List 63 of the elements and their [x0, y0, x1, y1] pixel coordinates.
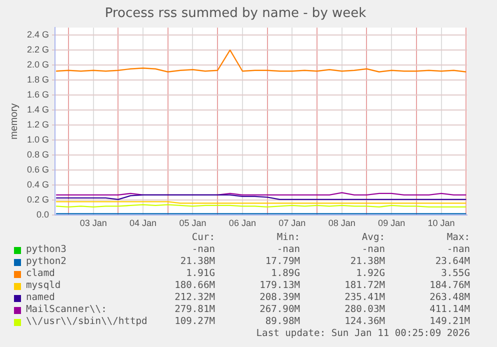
- text: 17.79M: [265, 256, 300, 268]
- y-tick-label: 0.4 G: [26, 180, 50, 190]
- legend-label: python2: [26, 256, 66, 268]
- x-tick-label: 06 Jan: [228, 218, 256, 228]
- text: 23.64M: [435, 256, 470, 268]
- text: 267.90M: [260, 304, 300, 316]
- text: -nan: [362, 244, 385, 256]
- y-tick-label: 2.2 G: [26, 44, 50, 55]
- text: 124.36M: [344, 316, 385, 328]
- text: -nan: [276, 244, 300, 256]
- x-tick-label: 07 Jan: [278, 218, 306, 228]
- y-tick-label: 0.2 G: [26, 194, 50, 205]
- text: Min:: [276, 232, 300, 244]
- text: 21.38M: [180, 256, 215, 268]
- y-tick-label: 1.4 G: [26, 104, 50, 115]
- text: 212.32M: [174, 292, 215, 304]
- legend-label: mysqld: [26, 280, 61, 292]
- text: 1.92G: [356, 268, 385, 280]
- text: 1.89G: [271, 268, 300, 280]
- text: 263.48M: [430, 292, 470, 304]
- text: 184.76M: [430, 280, 470, 292]
- text: 1.91G: [186, 268, 215, 280]
- text: 180.66M: [174, 280, 215, 292]
- y-tick-label: 0.6 G: [26, 164, 50, 175]
- text: Avg:: [362, 232, 385, 244]
- text: 109.27M: [174, 316, 215, 328]
- text: 149.21M: [430, 316, 470, 328]
- x-tick-label: 03 Jan: [80, 218, 107, 228]
- text: 280.03M: [344, 304, 385, 316]
- y-tick-label: 0.8 G: [26, 150, 50, 160]
- text: 3.55G: [441, 268, 470, 280]
- text: Last update: Sun Jan 11 00:25:09 2026: [256, 328, 470, 340]
- text: 235.41M: [344, 292, 385, 304]
- text: -nan: [446, 244, 470, 256]
- text: 21.38M: [350, 256, 385, 268]
- legend-label: python3: [26, 244, 66, 256]
- text: 208.39M: [260, 292, 300, 304]
- text: Cur:: [192, 232, 215, 244]
- y-tick-label: 2.0 G: [26, 60, 50, 70]
- x-tick-label: 05 Jan: [179, 218, 206, 228]
- y-tick-label: 1.0 G: [26, 134, 50, 145]
- y-tick-label: 1.2 G: [26, 120, 50, 130]
- y-tick-label: 0.0: [36, 210, 50, 220]
- x-tick-label: 04 Jan: [130, 218, 157, 228]
- legend-label: named: [26, 292, 55, 304]
- text: Max:: [446, 232, 470, 244]
- y-axis-title: memory: [8, 103, 20, 140]
- text: 279.81M: [174, 304, 215, 316]
- chart-title: Process rss summed by name - by week: [104, 6, 367, 22]
- y-tick-label: 1.6 G: [26, 90, 50, 100]
- text: -nan: [192, 244, 215, 256]
- x-tick-label: 10 Jan: [428, 218, 455, 228]
- legend-label: clamd: [26, 268, 55, 280]
- x-tick-label: 09 Jan: [378, 218, 406, 228]
- legend-label: \\/usr\\/sbin\\/httpd: [26, 316, 148, 328]
- legend-label: MailScanner\\:: [26, 304, 107, 316]
- text: 181.72M: [344, 280, 385, 292]
- text: 89.98M: [265, 316, 300, 328]
- text: 179.13M: [260, 280, 300, 292]
- y-tick-label: 1.8 G: [26, 74, 50, 85]
- x-tick-label: 08 Jan: [328, 218, 356, 228]
- text: 411.14M: [430, 304, 470, 316]
- y-tick-label: 2.4 G: [26, 30, 50, 40]
